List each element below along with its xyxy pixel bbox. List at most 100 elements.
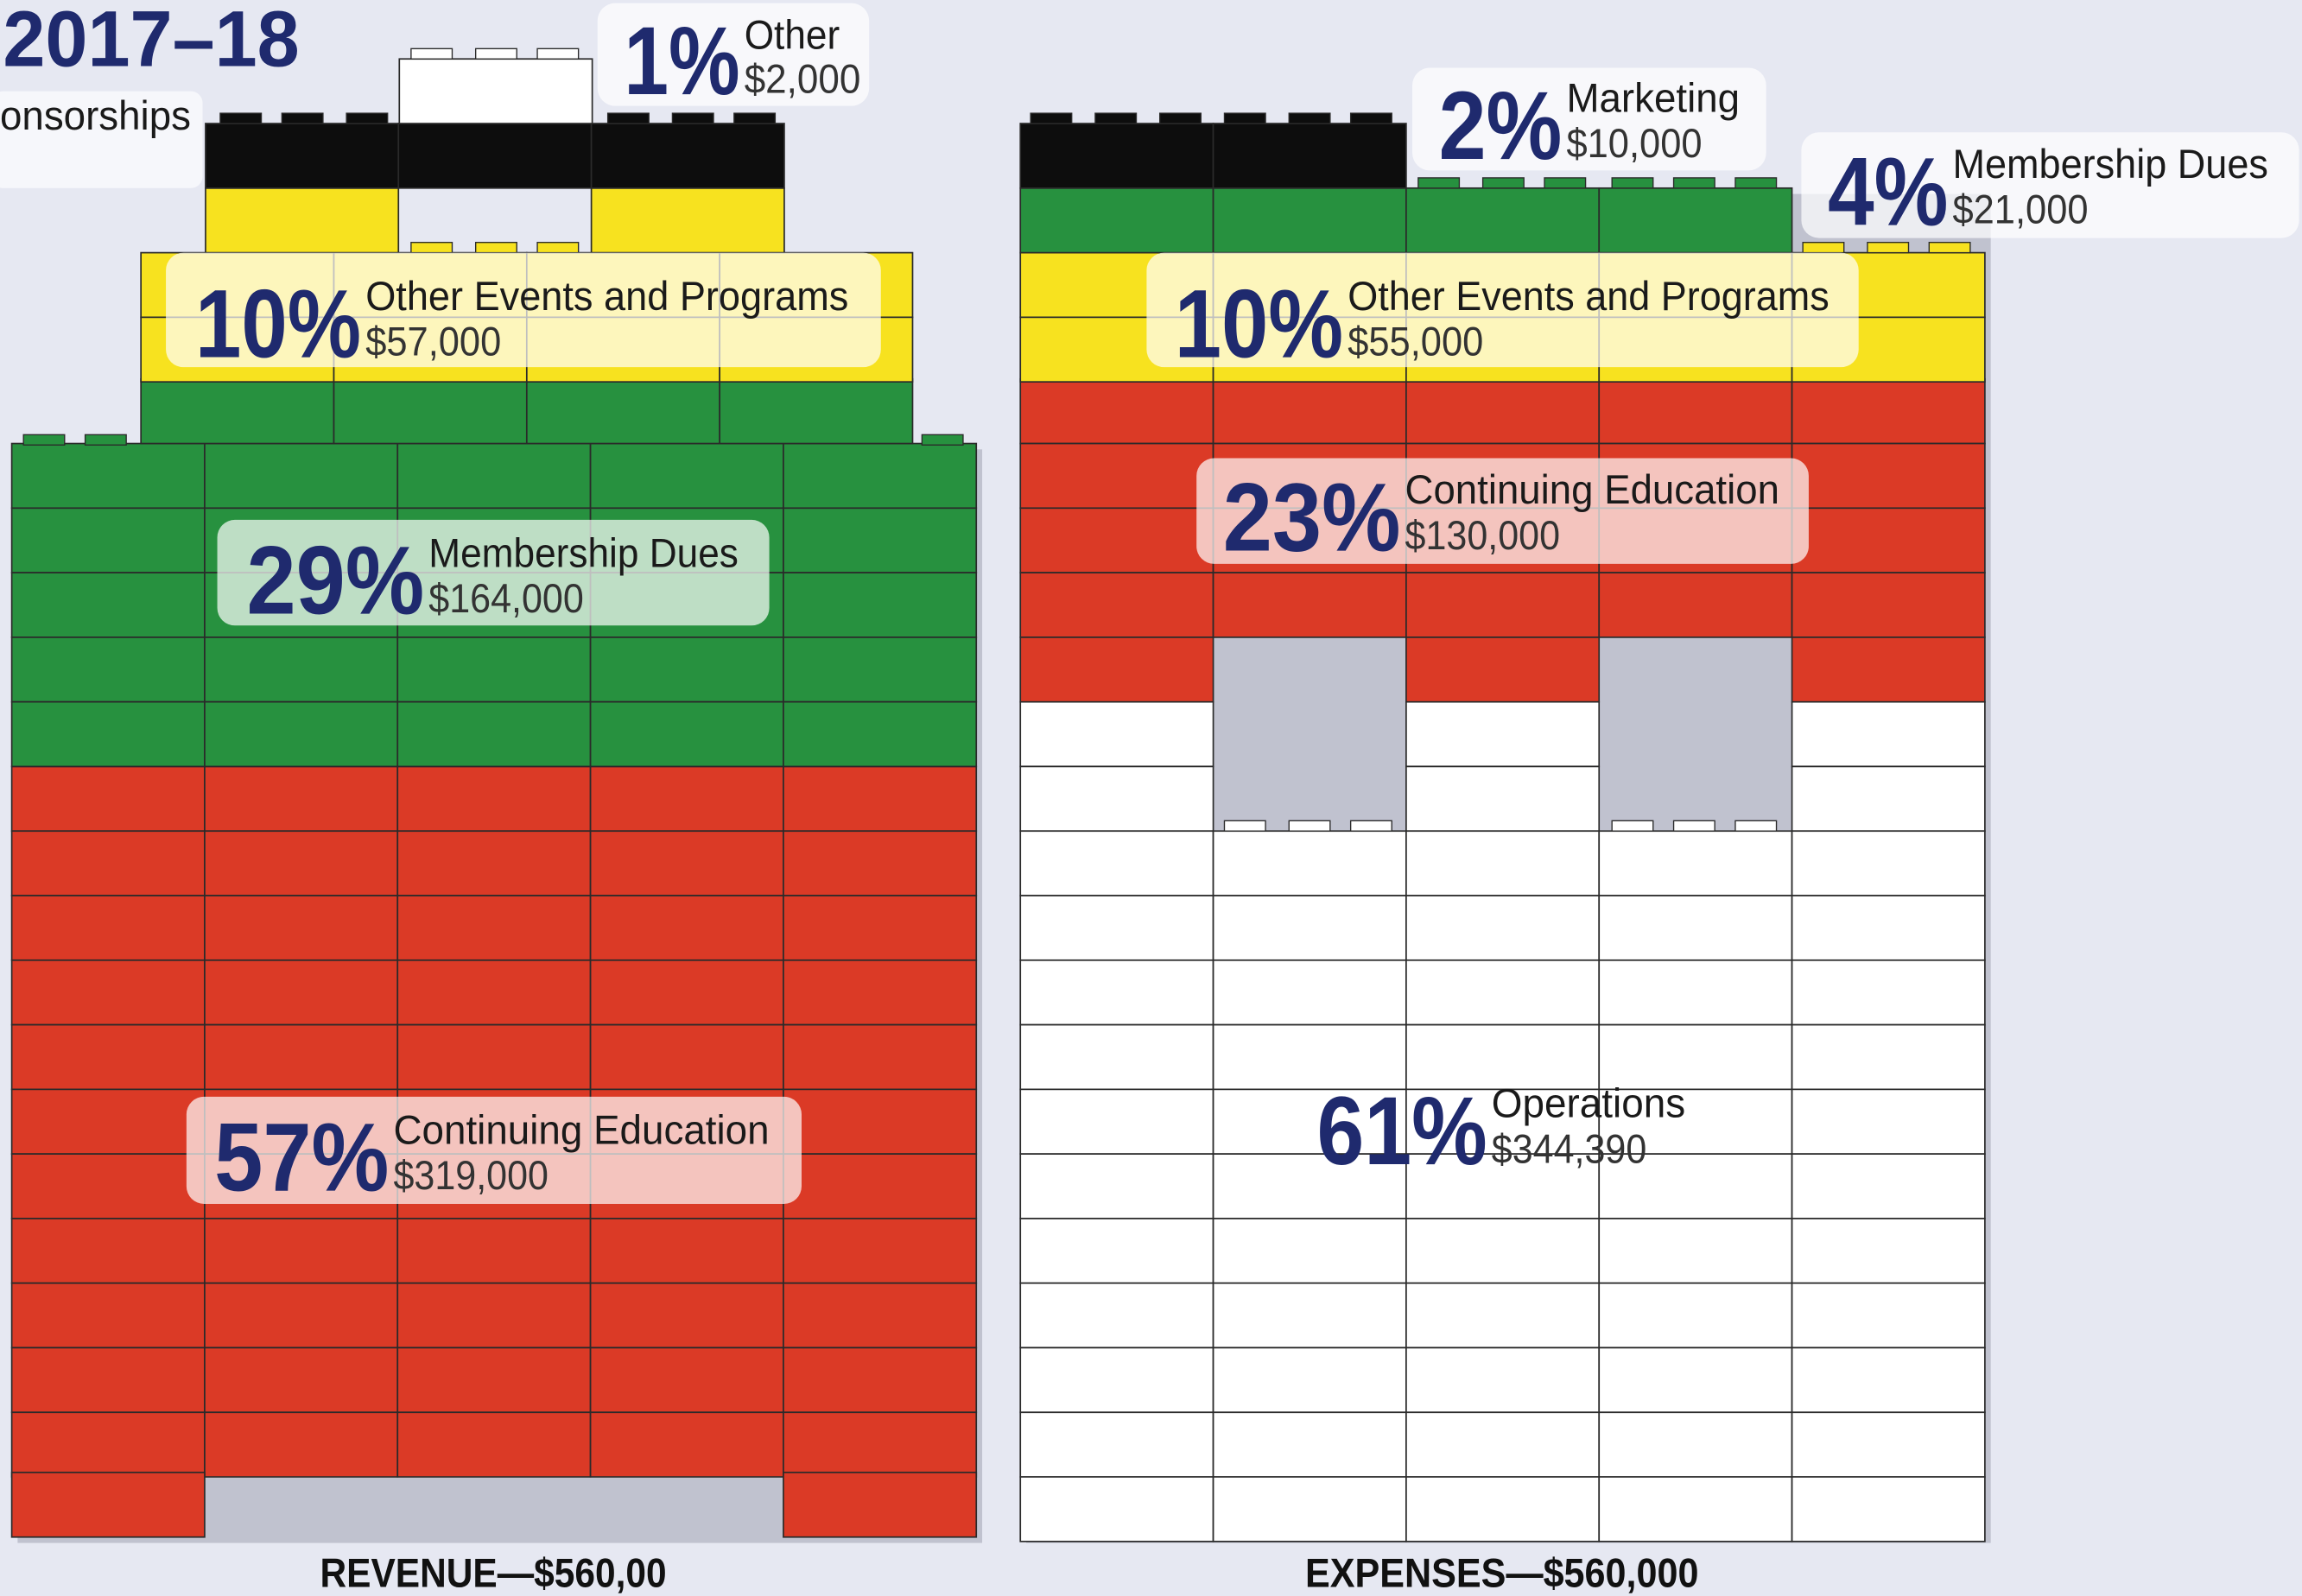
brick: [783, 766, 976, 831]
brick: [205, 831, 397, 896]
category-name: Membership Dues: [428, 530, 739, 576]
brick: [591, 831, 783, 896]
category-name: Other Events and Programs: [365, 274, 848, 320]
brick: [12, 1348, 205, 1413]
brick: [1020, 702, 1213, 767]
brick: [205, 960, 397, 1025]
percent: 29%: [247, 526, 425, 635]
brick: [591, 702, 783, 767]
stud: [537, 48, 579, 59]
brick: [783, 1283, 976, 1348]
brick: [1214, 1348, 1406, 1413]
brick: [1406, 188, 1599, 253]
brick: [1792, 1412, 1985, 1477]
brick: [12, 960, 205, 1025]
stud: [476, 48, 517, 59]
stud: [23, 434, 65, 445]
brick: [205, 637, 397, 702]
brick: [783, 1412, 976, 1477]
stud: [922, 434, 963, 445]
stud: [1612, 820, 1653, 831]
brick: [1599, 1025, 1792, 1090]
brick: [12, 896, 205, 960]
brick: [1406, 960, 1599, 1025]
brick: [1792, 1219, 1985, 1283]
brick: [12, 831, 205, 896]
brick: [783, 960, 976, 1025]
brick: [1214, 831, 1406, 896]
brick: [591, 1219, 783, 1283]
brick: [1020, 1348, 1213, 1413]
brick: [1792, 766, 1985, 831]
brick: [1406, 1283, 1599, 1348]
brick: [1020, 766, 1213, 831]
stud: [1031, 113, 1072, 124]
stud: [1289, 113, 1330, 124]
stud: [1351, 820, 1392, 831]
brick: [1599, 1348, 1792, 1413]
brick: [1020, 124, 1213, 188]
brick: [783, 444, 976, 509]
brick: [206, 124, 398, 188]
infographic: onsorships 2017–18 1%Other$2,00010%Other…: [0, 0, 2302, 1596]
stud: [220, 113, 262, 124]
brick: [1020, 444, 1213, 509]
percent: 1%: [624, 6, 739, 115]
brick: [397, 896, 590, 960]
brick: [1792, 1348, 1985, 1413]
brick: [1792, 1154, 1985, 1219]
brick: [205, 1025, 397, 1090]
brick: [1792, 702, 1985, 767]
brick: [205, 1219, 397, 1283]
brick: [1599, 1477, 1792, 1542]
brick: [1214, 960, 1406, 1025]
brick: [397, 1219, 590, 1283]
brick: [1020, 188, 1213, 253]
brick: [397, 1348, 590, 1413]
brick: [1792, 379, 1985, 444]
brick: [397, 444, 590, 509]
brick: [12, 508, 205, 573]
brick: [397, 766, 590, 831]
percent: 23%: [1223, 463, 1401, 572]
amount: $2,000: [745, 56, 861, 102]
brick: [205, 702, 397, 767]
brick: [397, 1025, 590, 1090]
stud: [346, 113, 388, 124]
brick: [1599, 1412, 1792, 1477]
category-name: Continuing Education: [1405, 467, 1779, 513]
stud: [476, 243, 517, 253]
expenses-footer: EXPENSES—$560,000: [1305, 1551, 1698, 1596]
brick: [12, 1154, 205, 1219]
brick: [1792, 831, 1985, 896]
stud: [1735, 820, 1777, 831]
brick: [591, 637, 783, 702]
brick: [591, 1025, 783, 1090]
amount: $55,000: [1348, 320, 1483, 365]
brick: [1214, 1412, 1406, 1477]
brick: [1792, 573, 1985, 637]
brick: [1020, 1025, 1213, 1090]
brick: [1792, 960, 1985, 1025]
brick: [397, 702, 590, 767]
category-name: Membership Dues: [1952, 142, 2267, 187]
brick: [1214, 573, 1406, 637]
brick: [592, 188, 784, 253]
stud: [1289, 820, 1330, 831]
brick: [1792, 1025, 1985, 1090]
brick: [1599, 1219, 1792, 1283]
brick: [1406, 379, 1599, 444]
brick: [783, 1154, 976, 1219]
brick: [592, 124, 784, 188]
brick: [783, 702, 976, 767]
stud: [1160, 113, 1202, 124]
brick: [591, 444, 783, 509]
brick: [12, 573, 205, 637]
stud: [734, 113, 776, 124]
category-name: Other Events and Programs: [1348, 274, 1829, 320]
brick: [783, 1472, 976, 1537]
stud: [1095, 113, 1137, 124]
brick: [333, 379, 526, 444]
brick: [1406, 766, 1599, 831]
brick: [205, 896, 397, 960]
